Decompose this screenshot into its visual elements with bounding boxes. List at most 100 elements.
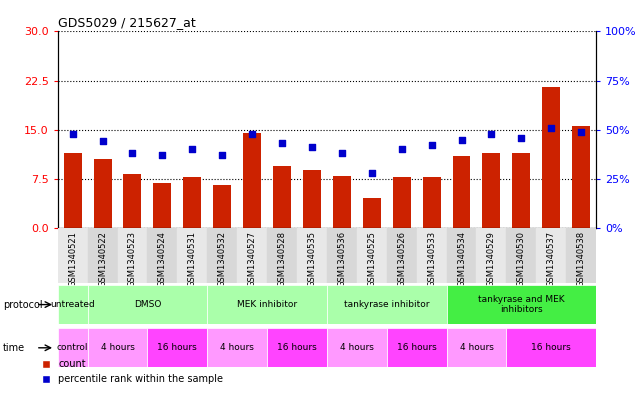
Bar bbox=[124, 174, 142, 228]
Bar bbox=[422, 177, 440, 228]
Text: 4 hours: 4 hours bbox=[340, 343, 374, 352]
Bar bbox=[506, 328, 596, 367]
Text: GSM1340524: GSM1340524 bbox=[158, 231, 167, 286]
Point bbox=[397, 146, 407, 152]
Text: DMSO: DMSO bbox=[134, 300, 161, 309]
Legend: count, percentile rank within the sample: count, percentile rank within the sample bbox=[37, 356, 227, 388]
Bar bbox=[476, 228, 506, 283]
Point bbox=[367, 170, 377, 176]
Bar bbox=[572, 127, 590, 228]
Bar bbox=[327, 285, 447, 324]
Point bbox=[426, 142, 437, 149]
Bar bbox=[213, 185, 231, 228]
Bar bbox=[506, 228, 537, 283]
Bar bbox=[447, 228, 476, 283]
Bar bbox=[58, 228, 88, 283]
Point bbox=[67, 130, 78, 137]
Bar bbox=[483, 152, 501, 228]
Text: tankyrase and MEK
inhibitors: tankyrase and MEK inhibitors bbox=[478, 295, 565, 314]
Point bbox=[307, 144, 317, 151]
Bar bbox=[63, 152, 81, 228]
Bar bbox=[537, 228, 566, 283]
Bar bbox=[387, 328, 447, 367]
Bar bbox=[153, 184, 171, 228]
Point bbox=[97, 138, 108, 145]
Bar bbox=[512, 152, 530, 228]
Text: GSM1340538: GSM1340538 bbox=[577, 231, 586, 287]
Bar bbox=[267, 228, 297, 283]
Bar bbox=[327, 328, 387, 367]
Text: protocol: protocol bbox=[3, 299, 43, 310]
Bar bbox=[327, 228, 357, 283]
Bar bbox=[178, 228, 207, 283]
Bar bbox=[566, 228, 596, 283]
Text: 4 hours: 4 hours bbox=[460, 343, 494, 352]
Point bbox=[277, 140, 287, 147]
Bar bbox=[447, 328, 506, 367]
Bar bbox=[207, 328, 267, 367]
Text: 4 hours: 4 hours bbox=[101, 343, 135, 352]
Bar bbox=[88, 285, 207, 324]
Bar bbox=[207, 285, 327, 324]
Text: GDS5029 / 215627_at: GDS5029 / 215627_at bbox=[58, 16, 196, 29]
Text: MEK inhibitor: MEK inhibitor bbox=[237, 300, 297, 309]
Text: GSM1340537: GSM1340537 bbox=[547, 231, 556, 287]
Text: tankyrase inhibitor: tankyrase inhibitor bbox=[344, 300, 429, 309]
Text: GSM1340525: GSM1340525 bbox=[367, 231, 376, 286]
Text: GSM1340527: GSM1340527 bbox=[247, 231, 256, 286]
Point bbox=[576, 129, 587, 135]
Bar bbox=[94, 159, 112, 228]
Text: GSM1340530: GSM1340530 bbox=[517, 231, 526, 286]
Bar bbox=[88, 328, 147, 367]
Text: GSM1340522: GSM1340522 bbox=[98, 231, 107, 286]
Bar bbox=[147, 328, 207, 367]
Text: control: control bbox=[57, 343, 88, 352]
Text: 4 hours: 4 hours bbox=[221, 343, 254, 352]
Bar bbox=[333, 176, 351, 228]
Point bbox=[337, 150, 347, 156]
Point bbox=[516, 134, 526, 141]
Bar bbox=[237, 228, 267, 283]
Text: GSM1340526: GSM1340526 bbox=[397, 231, 406, 286]
Text: 16 hours: 16 hours bbox=[277, 343, 317, 352]
Text: GSM1340532: GSM1340532 bbox=[218, 231, 227, 286]
Bar bbox=[207, 228, 237, 283]
Text: untreated: untreated bbox=[50, 300, 95, 309]
Bar bbox=[117, 228, 147, 283]
Text: GSM1340528: GSM1340528 bbox=[278, 231, 287, 286]
Bar bbox=[243, 133, 261, 228]
Bar bbox=[363, 198, 381, 228]
Bar bbox=[147, 228, 178, 283]
Bar bbox=[183, 177, 201, 228]
Bar bbox=[267, 328, 327, 367]
Text: GSM1340535: GSM1340535 bbox=[308, 231, 317, 286]
Bar bbox=[447, 285, 596, 324]
Point bbox=[128, 150, 138, 156]
Text: 16 hours: 16 hours bbox=[158, 343, 197, 352]
Bar bbox=[273, 166, 291, 228]
Bar bbox=[387, 228, 417, 283]
Bar bbox=[393, 177, 411, 228]
Text: GSM1340523: GSM1340523 bbox=[128, 231, 137, 286]
Bar bbox=[357, 228, 387, 283]
Text: 16 hours: 16 hours bbox=[397, 343, 437, 352]
Text: time: time bbox=[3, 343, 26, 353]
Bar bbox=[58, 328, 88, 367]
Text: GSM1340533: GSM1340533 bbox=[427, 231, 436, 287]
Text: 16 hours: 16 hours bbox=[531, 343, 571, 352]
Bar bbox=[542, 87, 560, 228]
Bar bbox=[453, 156, 470, 228]
Point bbox=[456, 136, 467, 143]
Point bbox=[217, 152, 228, 158]
Text: GSM1340529: GSM1340529 bbox=[487, 231, 496, 286]
Text: GSM1340521: GSM1340521 bbox=[68, 231, 77, 286]
Bar bbox=[303, 170, 321, 228]
Point bbox=[247, 130, 257, 137]
Bar bbox=[297, 228, 327, 283]
Point bbox=[546, 125, 556, 131]
Point bbox=[487, 130, 497, 137]
Text: GSM1340534: GSM1340534 bbox=[457, 231, 466, 286]
Text: GSM1340531: GSM1340531 bbox=[188, 231, 197, 286]
Bar bbox=[417, 228, 447, 283]
Bar bbox=[88, 228, 117, 283]
